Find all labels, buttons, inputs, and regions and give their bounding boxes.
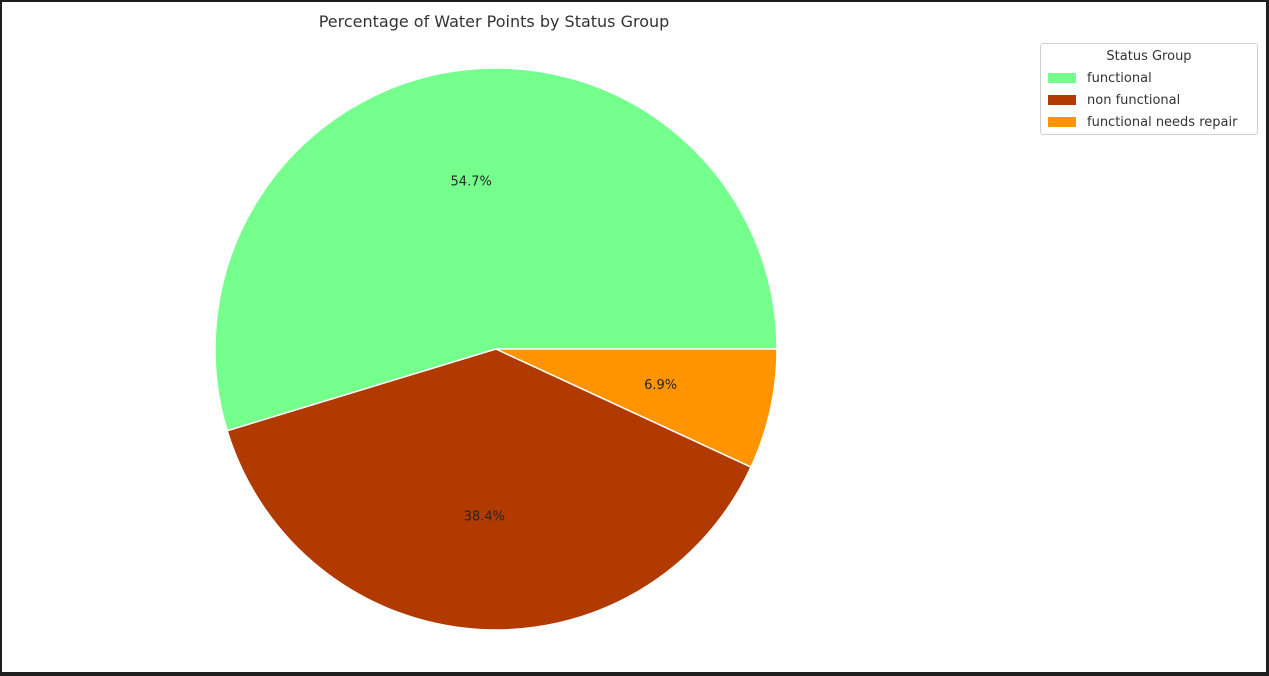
legend-swatch-functional-needs-repair (1048, 117, 1076, 127)
legend-item-non-functional: non functional (1048, 89, 1250, 111)
legend-item-functional-needs-repair: functional needs repair (1048, 111, 1250, 133)
legend-swatch-functional (1048, 73, 1076, 83)
pie-labels: 54.7% 38.4% 6.9% (451, 175, 678, 525)
legend-title: Status Group (1106, 49, 1192, 64)
pie-slice-functional (214, 67, 778, 432)
legend-swatch-non-functional (1048, 95, 1076, 105)
pie-slices (214, 67, 778, 631)
pct-label-functional-needs-repair: 6.9% (644, 378, 677, 393)
pie-slice-non-functional (226, 348, 752, 631)
pie-slice-functional-needs-repair (495, 348, 778, 469)
legend-label: functional (1087, 70, 1152, 86)
pct-label-functional: 54.7% (451, 175, 492, 190)
legend: Status Group functional non functional f… (1040, 43, 1258, 135)
legend-label: functional needs repair (1087, 114, 1238, 130)
pct-label-non-functional: 38.4% (464, 510, 505, 525)
legend-item-functional: functional (1048, 67, 1250, 89)
chart-title: Percentage of Water Points by Status Gro… (319, 12, 670, 31)
legend-label: non functional (1087, 92, 1181, 108)
